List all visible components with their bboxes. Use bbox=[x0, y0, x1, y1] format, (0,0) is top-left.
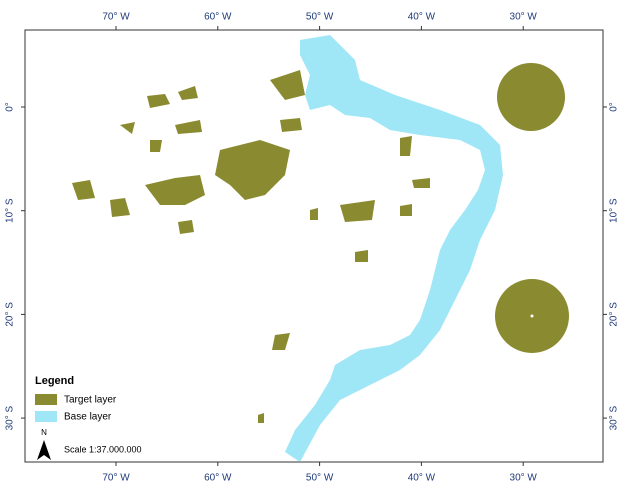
lat-label: 0° bbox=[5, 102, 16, 112]
target-shape bbox=[178, 86, 198, 100]
lon-label: 40° W bbox=[408, 12, 436, 23]
legend-swatch bbox=[35, 394, 57, 405]
target-shape bbox=[400, 136, 412, 156]
target-shape bbox=[355, 250, 368, 262]
lat-label: 0° bbox=[609, 102, 620, 112]
target-shape bbox=[147, 94, 170, 108]
circle-center bbox=[530, 314, 534, 318]
target-shape bbox=[400, 204, 412, 216]
target-shape bbox=[110, 198, 130, 217]
lat-label: 10° S bbox=[609, 198, 620, 223]
target-shape bbox=[120, 122, 135, 134]
lon-label: 30° W bbox=[510, 12, 538, 23]
lat-label: 20° S bbox=[609, 302, 620, 327]
target-circle bbox=[497, 63, 565, 131]
legend-title: Legend bbox=[35, 375, 74, 387]
legend-label: Base layer bbox=[64, 412, 112, 423]
lat-label: 30° S bbox=[5, 405, 16, 430]
lon-label: 30° W bbox=[510, 473, 538, 484]
lon-label: 50° W bbox=[306, 473, 334, 484]
north-label: N bbox=[41, 428, 47, 437]
target-shape bbox=[150, 140, 162, 152]
target-shape bbox=[215, 140, 290, 200]
legend-swatch bbox=[35, 411, 57, 422]
target-shape bbox=[178, 220, 194, 234]
lon-label: 60° W bbox=[204, 473, 232, 484]
target-shape bbox=[258, 413, 264, 423]
base-shape bbox=[285, 35, 503, 462]
legend-label: Target layer bbox=[64, 395, 117, 406]
lon-label: 60° W bbox=[204, 12, 232, 23]
lon-label: 40° W bbox=[408, 473, 436, 484]
target-shape bbox=[175, 120, 202, 134]
target-shape bbox=[340, 200, 375, 222]
lon-label: 70° W bbox=[102, 12, 130, 23]
lat-label: 30° S bbox=[609, 405, 620, 430]
target-shape bbox=[412, 178, 430, 188]
target-shape bbox=[280, 118, 302, 132]
target-shape bbox=[72, 180, 95, 200]
target-shape bbox=[270, 70, 305, 100]
scale-text: Scale 1:37.000.000 bbox=[64, 444, 142, 454]
lon-label: 50° W bbox=[306, 12, 334, 23]
lon-label: 70° W bbox=[102, 473, 130, 484]
target-shape bbox=[145, 175, 205, 205]
base-layer bbox=[285, 35, 503, 462]
target-shape bbox=[272, 333, 290, 350]
target-shape bbox=[310, 208, 318, 220]
lat-label: 20° S bbox=[5, 302, 16, 327]
lat-label: 10° S bbox=[5, 198, 16, 223]
north-arrow bbox=[37, 440, 51, 460]
